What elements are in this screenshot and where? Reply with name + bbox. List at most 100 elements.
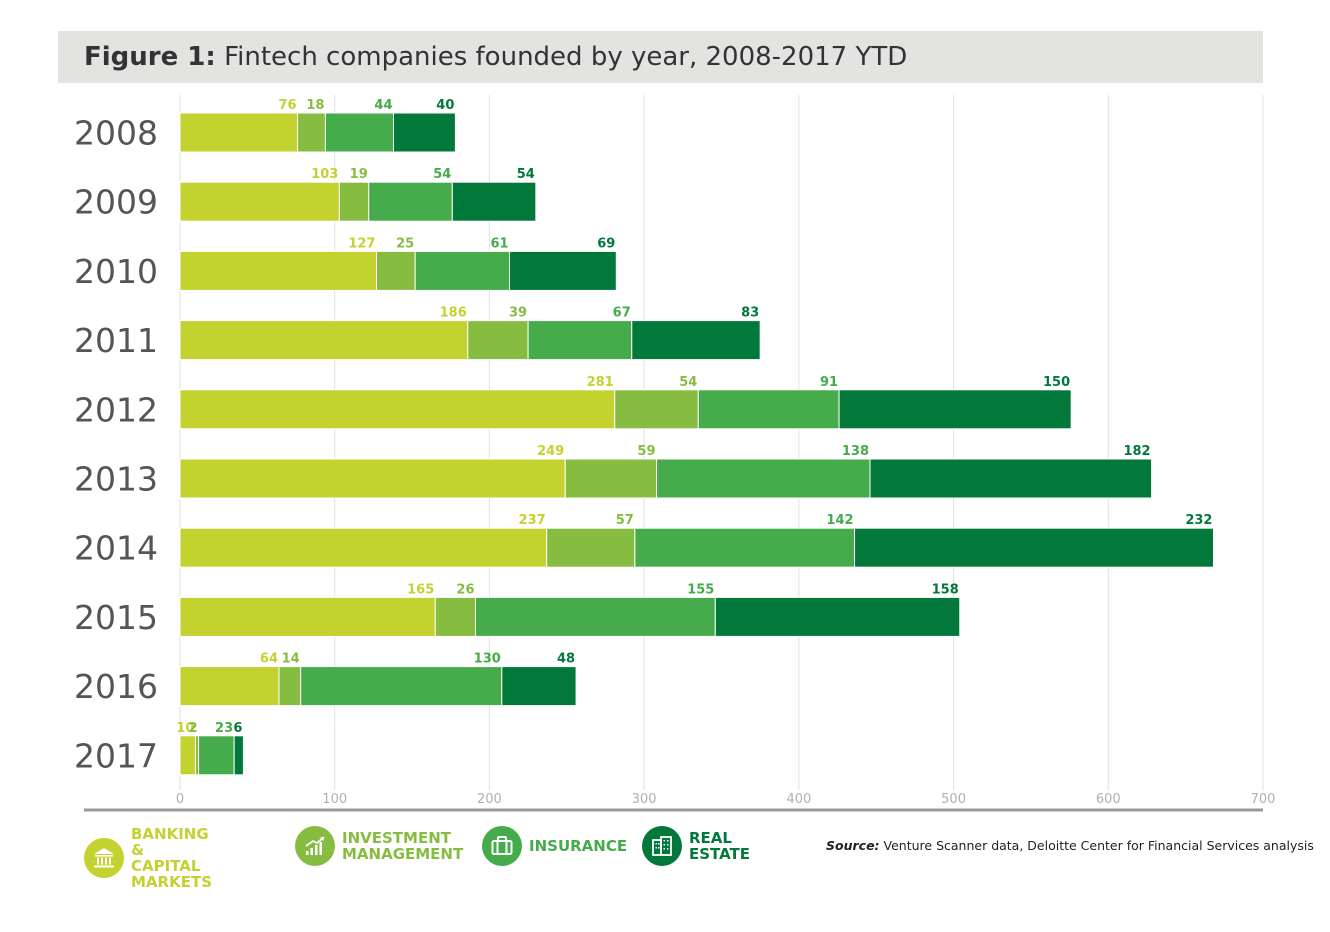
data-label: 83 xyxy=(741,306,759,321)
data-label: 138 xyxy=(842,444,869,459)
year-label: 2008 xyxy=(74,114,158,153)
legend-label-insurance: INSURANCE xyxy=(529,837,628,855)
legend-item-banking: BANKING & CAPITAL MARKETS xyxy=(84,826,212,890)
data-label: 44 xyxy=(374,98,392,113)
year-label: 2009 xyxy=(74,183,158,222)
data-label: 6 xyxy=(233,721,242,736)
year-label: 2011 xyxy=(74,321,158,360)
data-label: 25 xyxy=(396,236,414,251)
data-label: 26 xyxy=(456,582,474,597)
data-label: 127 xyxy=(348,236,375,251)
buildings-icon xyxy=(652,836,672,856)
bar-segment xyxy=(179,250,377,291)
data-label: 18 xyxy=(306,98,324,113)
legend-label-real-estate: REAL ESTATE xyxy=(689,829,751,863)
bar-segment xyxy=(414,250,511,291)
bar-segment xyxy=(434,596,477,637)
year-label: 2017 xyxy=(74,736,158,775)
legend-item-real-estate: REAL ESTATE xyxy=(642,826,750,866)
year-label: 2012 xyxy=(74,390,158,429)
data-label: 232 xyxy=(1185,513,1212,528)
bar-segment xyxy=(564,458,658,499)
legend-label-investment: INVESTMENT MANAGEMENT xyxy=(342,829,464,863)
year-label: 2015 xyxy=(74,598,158,637)
chart-title: Figure 1: Fintech companies founded by y… xyxy=(84,42,907,72)
data-label: 150 xyxy=(1043,375,1070,390)
data-label: 48 xyxy=(557,652,575,667)
bar-segment xyxy=(179,527,548,568)
bar-segment xyxy=(324,112,395,153)
legend-swatch-banking xyxy=(84,838,124,878)
bar-segment xyxy=(179,320,469,361)
data-label: 281 xyxy=(587,375,614,390)
source-label: Source: xyxy=(826,838,880,853)
data-label: 54 xyxy=(679,375,697,390)
briefcase-icon xyxy=(491,836,513,855)
data-label: 14 xyxy=(282,652,300,667)
bar-segment xyxy=(179,596,436,637)
data-label: 64 xyxy=(260,652,278,667)
x-tick-label: 500 xyxy=(941,792,966,807)
x-tick-label: 300 xyxy=(632,792,657,807)
bar-segment xyxy=(300,666,503,707)
bar-segment xyxy=(869,458,1153,499)
bar-segment xyxy=(393,112,456,153)
bar-segment xyxy=(631,320,761,361)
legend-item-insurance: INSURANCE xyxy=(482,826,627,866)
growth-chart-icon xyxy=(305,836,325,855)
bar-segment xyxy=(467,320,529,361)
data-label: 61 xyxy=(490,236,508,251)
bar-segment xyxy=(179,112,299,153)
bar-segment xyxy=(697,389,840,430)
bar-segment xyxy=(297,112,326,153)
data-label: 19 xyxy=(350,167,368,182)
data-label: 57 xyxy=(616,513,634,528)
bar-segment xyxy=(278,666,302,707)
data-label: 186 xyxy=(440,306,467,321)
data-label: 67 xyxy=(613,306,631,321)
bar-segment xyxy=(546,527,636,568)
bar-segment xyxy=(338,181,370,222)
legend-item-investment: INVESTMENT MANAGEMENT xyxy=(295,826,463,866)
data-label: 39 xyxy=(509,306,527,321)
data-label: 10 xyxy=(176,721,194,736)
bar-segment xyxy=(179,458,566,499)
data-label: 103 xyxy=(311,167,338,182)
bar-segment xyxy=(179,666,280,707)
data-label: 158 xyxy=(932,582,959,597)
data-label: 69 xyxy=(597,236,615,251)
data-label: 59 xyxy=(637,444,655,459)
data-label: 40 xyxy=(436,98,454,113)
x-tick-label: 400 xyxy=(786,792,811,807)
bar-segment xyxy=(368,181,453,222)
bar-segment xyxy=(854,527,1214,568)
data-label: 165 xyxy=(407,582,434,597)
x-tick-label: 700 xyxy=(1251,792,1276,807)
data-label: 54 xyxy=(517,167,535,182)
data-label: 23 xyxy=(215,721,233,736)
bar-segment xyxy=(198,735,235,776)
data-label: 2 xyxy=(189,721,198,736)
bar-segment xyxy=(179,389,616,430)
data-label: 91 xyxy=(820,375,838,390)
bar-segment xyxy=(714,596,961,637)
legend-swatch-investment xyxy=(295,826,335,866)
source-text: Venture Scanner data, Deloitte Center fo… xyxy=(883,838,1314,853)
bar-segment xyxy=(634,527,856,568)
title-text: Fintech companies founded by year, 2008-… xyxy=(224,42,908,72)
bar-segment xyxy=(501,666,577,707)
year-label: 2013 xyxy=(74,460,158,499)
bar-segment xyxy=(527,320,633,361)
bar-segment xyxy=(509,250,617,291)
year-label: 2010 xyxy=(74,252,158,291)
data-label: 237 xyxy=(519,513,546,528)
title-bar: Figure 1: Fintech companies founded by y… xyxy=(58,31,1263,83)
bar-segment xyxy=(375,250,416,291)
bar-segment xyxy=(179,181,340,222)
x-tick-label: 0 xyxy=(176,792,184,807)
data-label: 130 xyxy=(474,652,501,667)
data-label: 249 xyxy=(537,444,564,459)
bar-segment xyxy=(838,389,1072,430)
bar-segment xyxy=(451,181,537,222)
